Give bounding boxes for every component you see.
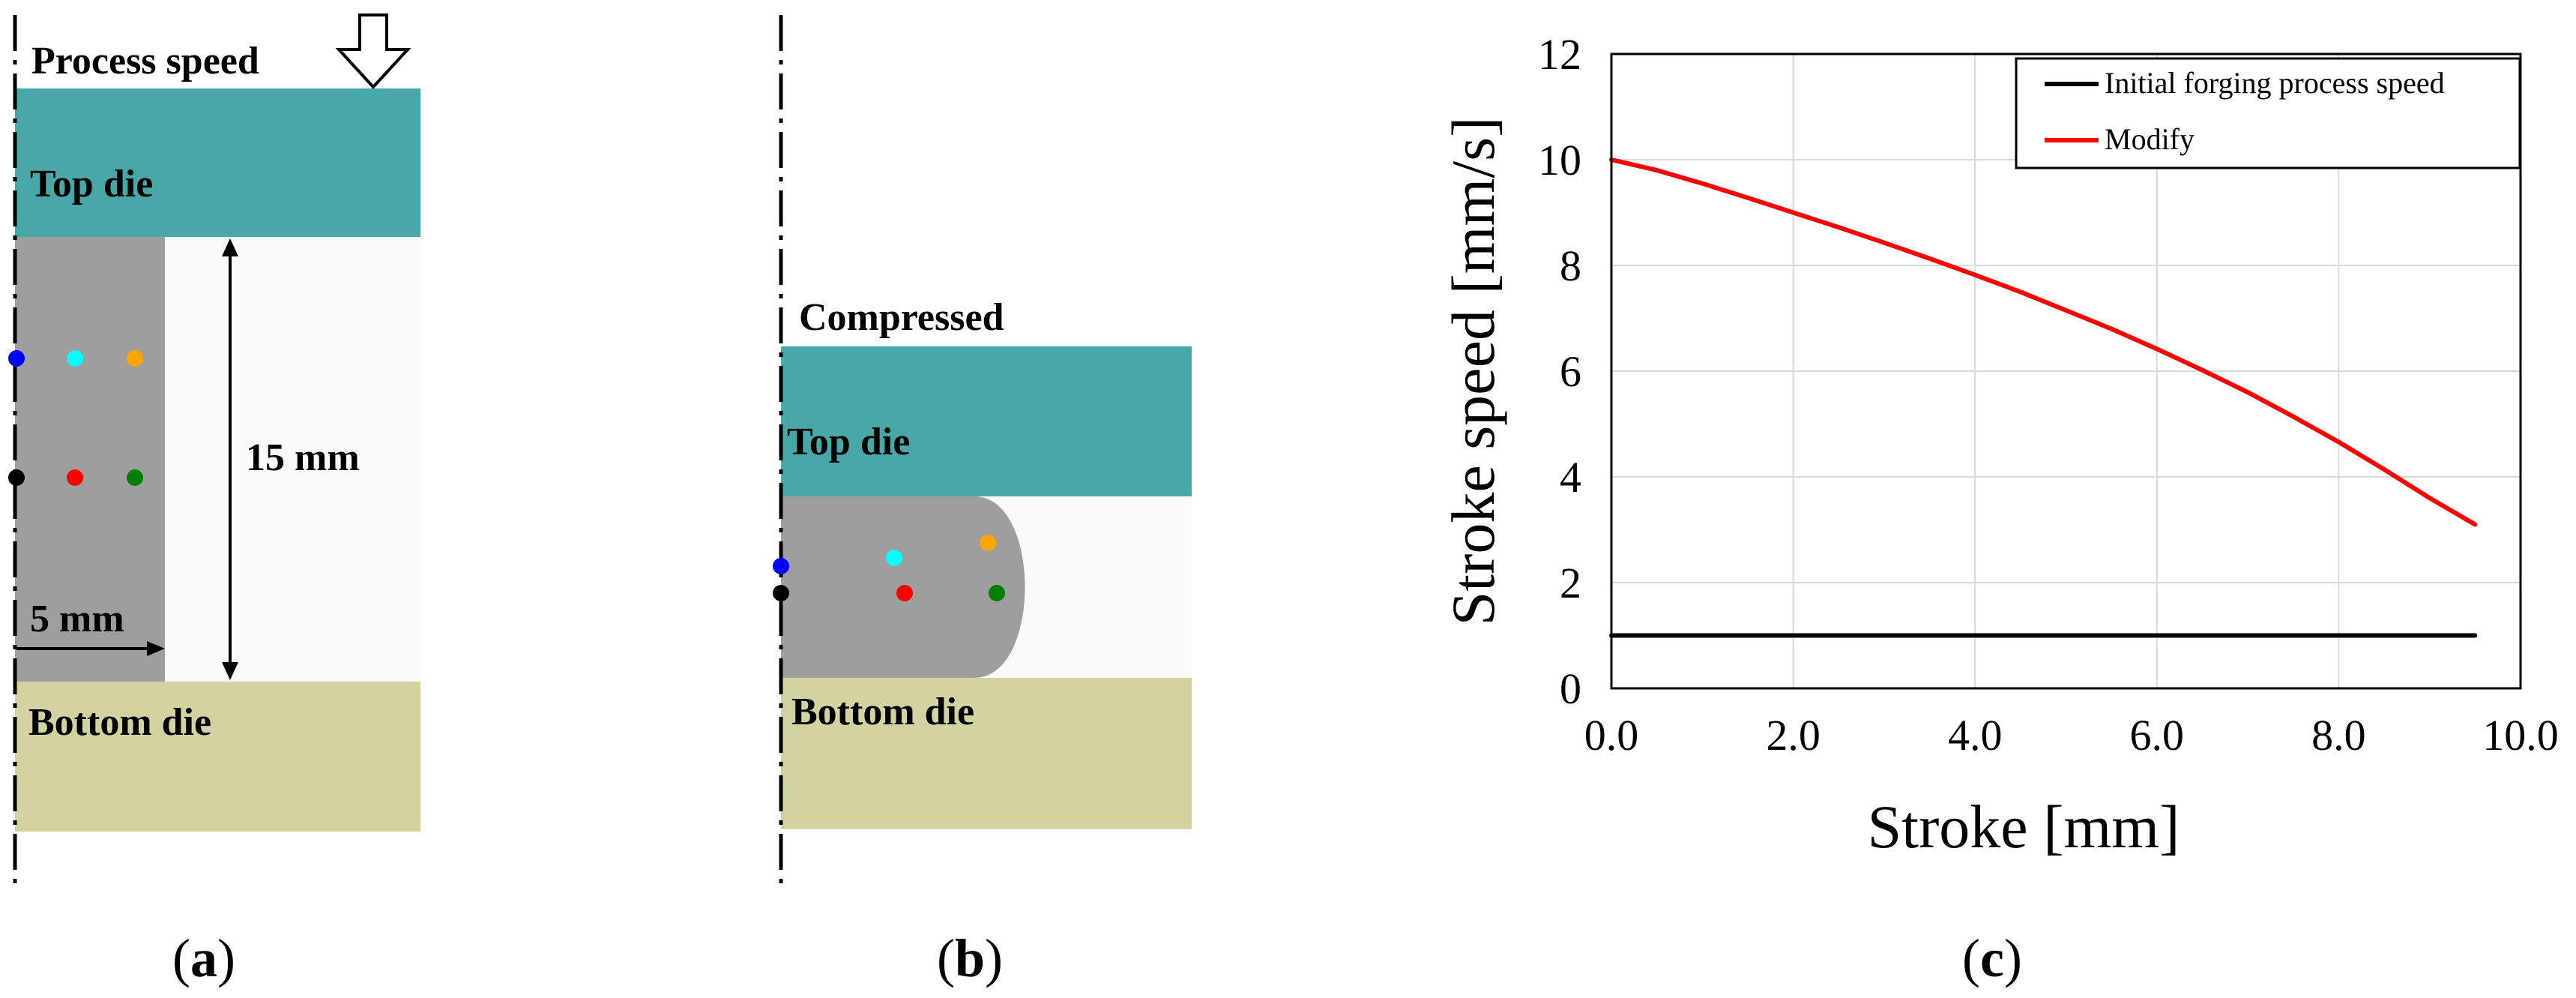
tracking-point-cyan [67, 350, 83, 367]
tracking-point-orange [980, 535, 996, 551]
panel-a-radius-label: 5 mm [30, 598, 124, 640]
tracking-point-blue [773, 558, 789, 574]
legend-box [2015, 57, 2521, 169]
panel-b-top-die-label: Top die [787, 421, 910, 463]
panel-a-height-label: 15 mm [246, 436, 360, 479]
legend-label-modify: Modify [2105, 122, 2195, 156]
plot-area-border [1610, 52, 2522, 690]
panel-b: Compressed Top die Bottom die (b) [773, 15, 1192, 988]
chart-legend: Initial forging process speed Modify [2015, 57, 2521, 169]
panel-a-top-die [15, 88, 420, 237]
panel-b-top-die [781, 346, 1192, 496]
panel-a-gap-region [165, 237, 420, 682]
panel-a-billet [15, 237, 165, 682]
y-tick-label: 12 [1538, 30, 1581, 79]
panel-c: 0.0 2.0 4.0 6.0 8.0 10.0 0 2 4 6 8 10 12 Stroke [mm]… [1439, 30, 2559, 988]
y-tick-label: 4 [1560, 453, 1581, 502]
chart-series [1609, 157, 2478, 638]
tracking-point-blue [8, 350, 25, 367]
tracking-point-red [896, 585, 913, 601]
tracking-point-green [989, 585, 1005, 601]
x-tick-label: 4.0 [1948, 711, 2003, 760]
y-tick-label: 10 [1538, 136, 1581, 184]
y-tick-label: 0 [1560, 664, 1581, 713]
legend-label-initial: Initial forging process speed [2105, 66, 2445, 100]
panel-b-bottom-die [781, 678, 1192, 829]
tracking-point-orange [127, 350, 143, 367]
chart-tick-labels: 0.0 2.0 4.0 6.0 8.0 10.0 0 2 4 6 8 10 12 [1538, 30, 2559, 760]
radius-arrowhead [147, 641, 165, 656]
chart-x-axis-label: Stroke [mm] [1868, 793, 2180, 861]
x-tick-label: 6.0 [2130, 711, 2185, 760]
panel-b-bottom-die-label: Bottom die [791, 691, 974, 733]
panel-a-bottom-die [15, 682, 420, 832]
height-arrowhead-bottom [222, 662, 238, 680]
x-tick-label: 8.0 [2311, 711, 2366, 760]
y-tick-label: 6 [1560, 347, 1581, 396]
tracking-point-cyan [886, 550, 902, 566]
panel-b-state-label: Compressed [799, 296, 1004, 339]
tracking-point-red [67, 469, 83, 486]
panel-a-speed-label: Process speed [31, 40, 259, 82]
tracking-point-black [773, 585, 789, 601]
tracking-point-green [127, 469, 143, 486]
y-tick-label: 8 [1560, 241, 1581, 290]
x-tick-label: 0.0 [1584, 711, 1639, 760]
panel-b-caption: (b) [937, 928, 1003, 988]
panel-a-caption: (a) [172, 928, 235, 988]
height-arrowhead-top [222, 238, 238, 256]
panel-a-top-die-label: Top die [30, 163, 153, 205]
tracking-point-black [8, 469, 25, 486]
panel-a: Process speed Top die Bottom die 15 mm 5… [8, 13, 420, 988]
down-arrow-icon [335, 13, 411, 89]
x-tick-label: 10.0 [2482, 711, 2559, 760]
panel-a-bottom-die-label: Bottom die [28, 701, 211, 744]
series-line-modify [1609, 157, 2478, 527]
panel-c-caption: (c) [1962, 928, 2022, 988]
chart-y-axis-label: Stroke speed [mm/s] [1439, 117, 1507, 626]
y-tick-label: 2 [1560, 559, 1581, 607]
x-tick-label: 2.0 [1766, 711, 1821, 760]
